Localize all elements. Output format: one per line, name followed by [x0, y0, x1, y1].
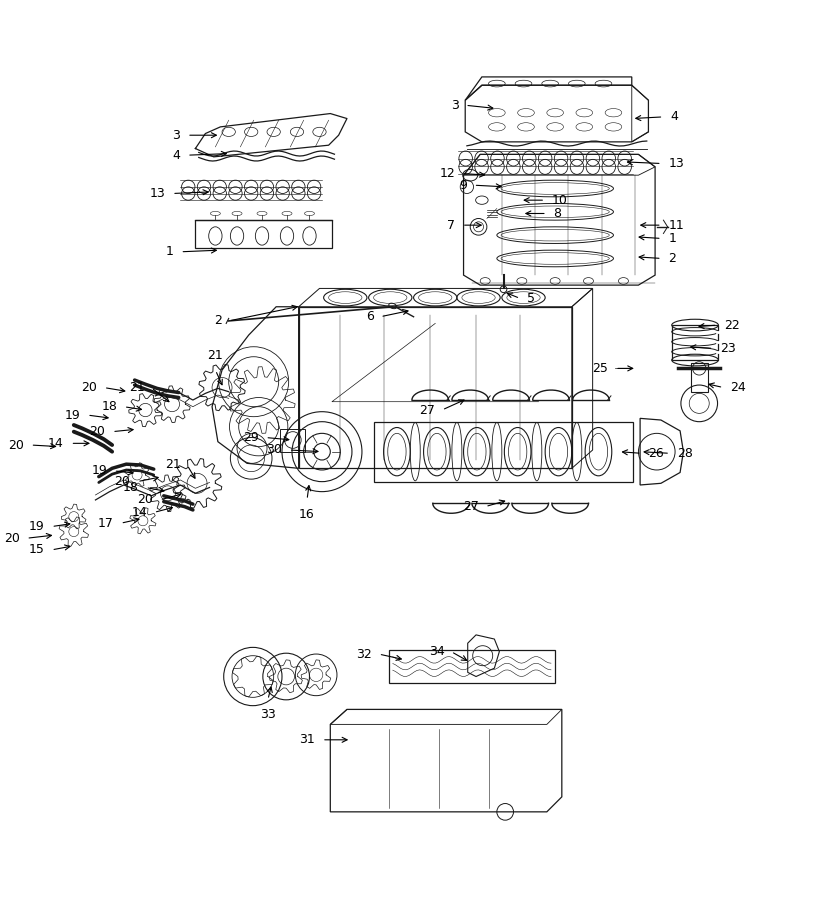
Text: 13: 13 [149, 187, 165, 200]
Text: 20: 20 [115, 475, 130, 488]
Text: 19: 19 [65, 409, 81, 421]
Text: 9: 9 [459, 179, 466, 192]
Text: 10: 10 [552, 194, 568, 207]
Text: 19: 19 [29, 520, 44, 533]
Text: 27: 27 [462, 500, 478, 513]
Text: 8: 8 [554, 207, 561, 220]
Text: 20: 20 [4, 532, 19, 544]
Text: 15: 15 [29, 544, 44, 556]
Text: 21: 21 [129, 381, 144, 394]
Text: 4: 4 [670, 111, 678, 123]
Text: 17: 17 [98, 517, 114, 530]
Text: 32: 32 [357, 647, 372, 661]
Text: 7: 7 [447, 219, 456, 231]
Text: 29: 29 [243, 431, 258, 444]
Text: 27: 27 [420, 403, 435, 417]
Text: 13: 13 [669, 157, 684, 170]
Text: 18: 18 [122, 481, 138, 494]
Text: 1: 1 [166, 246, 174, 258]
Text: 20: 20 [8, 438, 23, 452]
Text: 3: 3 [173, 129, 180, 141]
Text: 21: 21 [207, 348, 223, 362]
Text: 14: 14 [48, 436, 64, 450]
Text: 30: 30 [266, 444, 282, 456]
Text: 12: 12 [440, 167, 456, 180]
Text: 3: 3 [451, 99, 459, 112]
Text: 28: 28 [677, 446, 693, 460]
Text: 20: 20 [137, 493, 153, 507]
Text: 31: 31 [300, 734, 315, 746]
Text: 33: 33 [260, 708, 276, 721]
Text: 26: 26 [649, 446, 664, 460]
Text: 14: 14 [132, 506, 147, 519]
Text: 16: 16 [300, 508, 315, 521]
Text: 34: 34 [429, 645, 445, 658]
Text: 2: 2 [669, 252, 676, 265]
Text: 2: 2 [214, 314, 222, 328]
Text: 20: 20 [81, 381, 97, 394]
Text: 24: 24 [730, 381, 746, 394]
Text: 19: 19 [91, 464, 107, 477]
Text: 20: 20 [90, 425, 106, 438]
Text: 21: 21 [164, 458, 180, 472]
Text: 6: 6 [366, 310, 373, 323]
Text: 11: 11 [669, 219, 684, 231]
Text: 4: 4 [173, 148, 180, 162]
Text: 1: 1 [669, 232, 676, 245]
Text: 23: 23 [720, 342, 736, 355]
Text: 22: 22 [724, 319, 740, 331]
Text: 5: 5 [527, 292, 534, 305]
Text: 18: 18 [102, 400, 117, 413]
Text: 25: 25 [592, 362, 608, 375]
